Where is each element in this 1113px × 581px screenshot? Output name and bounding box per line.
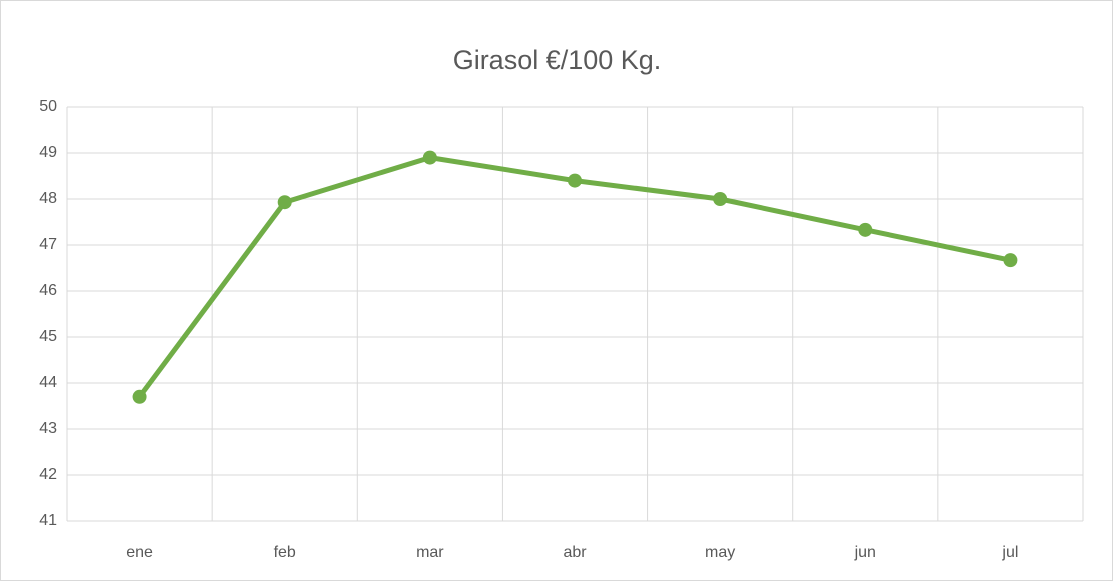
- data-point: [858, 222, 873, 237]
- y-tick-label: 44: [39, 374, 57, 391]
- data-point: [132, 389, 147, 404]
- y-tick-label: 47: [39, 236, 57, 253]
- x-tick-label: mar: [416, 544, 444, 561]
- y-tick-label: 41: [39, 512, 57, 529]
- y-tick-label: 43: [39, 420, 57, 437]
- data-point: [422, 150, 437, 165]
- x-tick-label: ene: [126, 544, 153, 561]
- data-point: [277, 195, 292, 210]
- x-tick-label: feb: [274, 544, 296, 561]
- y-tick-label: 50: [39, 98, 57, 115]
- y-tick-label: 48: [39, 190, 57, 207]
- data-point: [713, 192, 728, 206]
- y-tick-label: 42: [39, 466, 57, 483]
- x-tick-label: jul: [1001, 544, 1018, 561]
- y-tick-label: 45: [39, 328, 57, 345]
- y-tick-label: 46: [39, 282, 57, 299]
- data-point: [568, 173, 582, 188]
- x-tick-label: may: [705, 544, 735, 561]
- x-tick-label: abr: [563, 544, 587, 561]
- y-tick-label: 49: [39, 144, 57, 161]
- chart-title: Girasol €/100 Kg.: [453, 45, 662, 75]
- x-tick-label: jun: [854, 544, 876, 561]
- data-point: [1003, 253, 1018, 268]
